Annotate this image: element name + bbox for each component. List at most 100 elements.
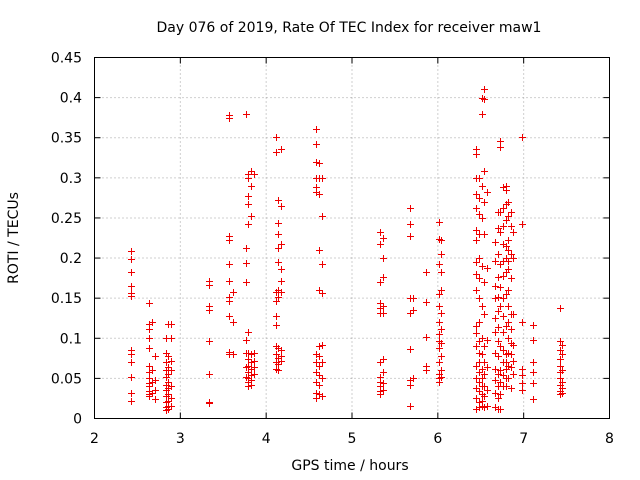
data-point	[557, 375, 564, 382]
data-point	[476, 379, 483, 386]
data-point	[492, 295, 499, 302]
data-point	[146, 345, 153, 352]
data-point	[508, 385, 515, 392]
data-point	[495, 353, 502, 360]
data-point	[316, 363, 323, 370]
data-point	[479, 366, 486, 373]
x-axis-label: GPS time / hours	[291, 458, 408, 474]
data-point	[530, 369, 537, 376]
data-point	[168, 403, 175, 410]
data-point	[251, 371, 258, 378]
data-point	[503, 217, 510, 224]
data-point	[380, 387, 387, 394]
data-point	[519, 319, 526, 326]
data-point	[508, 326, 515, 333]
data-point	[505, 350, 512, 357]
data-point	[438, 340, 445, 347]
x-tick-label: 5	[348, 431, 357, 447]
data-point	[479, 303, 486, 310]
data-point	[503, 187, 510, 194]
x-tick-label: 2	[90, 431, 99, 447]
data-point	[149, 319, 156, 326]
data-point	[473, 151, 480, 158]
data-point	[508, 251, 515, 258]
data-point	[481, 371, 488, 378]
data-point	[473, 191, 480, 198]
data-point	[423, 334, 430, 341]
data-point	[481, 86, 488, 93]
data-point	[500, 273, 507, 280]
data-point	[476, 255, 483, 262]
data-point	[557, 347, 564, 354]
data-point	[152, 377, 159, 384]
data-point	[206, 307, 213, 314]
data-point	[245, 369, 252, 376]
data-point	[495, 338, 502, 345]
data-point	[492, 239, 499, 246]
data-point	[473, 259, 480, 266]
data-point	[497, 303, 504, 310]
data-point	[503, 243, 510, 250]
data-point	[481, 343, 488, 350]
data-point	[503, 323, 510, 330]
data-point	[275, 197, 282, 204]
data-point	[243, 245, 250, 252]
data-point	[436, 319, 443, 326]
data-point	[380, 235, 387, 242]
data-point	[438, 237, 445, 244]
data-point	[497, 261, 504, 268]
data-point	[436, 331, 443, 338]
y-axis-label: ROTI / TECUs	[6, 192, 22, 284]
data-point	[251, 171, 258, 178]
data-point	[438, 367, 445, 374]
data-point	[436, 359, 443, 366]
data-point	[245, 356, 252, 363]
data-point	[226, 278, 233, 285]
x-tick-label: 6	[433, 431, 442, 447]
data-point	[275, 367, 282, 374]
data-point	[152, 396, 159, 403]
data-point	[479, 263, 486, 270]
data-point	[407, 310, 414, 317]
data-point	[407, 346, 414, 353]
data-point	[230, 351, 237, 358]
data-point	[206, 338, 213, 345]
data-point	[380, 255, 387, 262]
data-point	[438, 287, 445, 294]
data-point	[248, 213, 255, 220]
data-point	[436, 261, 443, 268]
data-point	[226, 237, 233, 244]
data-point	[557, 356, 564, 363]
data-point	[319, 342, 326, 349]
data-point	[473, 395, 480, 402]
data-point	[505, 287, 512, 294]
data-point	[479, 375, 486, 382]
data-point	[380, 380, 387, 387]
data-point	[484, 265, 491, 272]
data-point	[243, 279, 250, 286]
data-point	[508, 351, 515, 358]
data-point	[505, 237, 512, 244]
data-point	[481, 279, 488, 286]
data-point	[500, 372, 507, 379]
data-point	[508, 364, 515, 371]
data-point	[278, 358, 285, 365]
data-point	[436, 291, 443, 298]
data-point	[275, 259, 282, 266]
data-point	[519, 380, 526, 387]
data-point	[128, 269, 135, 276]
data-point	[377, 279, 384, 286]
data-point	[128, 398, 135, 405]
data-point	[481, 199, 488, 206]
data-point	[248, 359, 255, 366]
data-point	[559, 342, 566, 349]
data-point	[510, 342, 517, 349]
data-point	[319, 375, 326, 382]
data-point	[316, 247, 323, 254]
data-point	[226, 261, 233, 268]
data-point	[476, 338, 483, 345]
data-point	[273, 134, 280, 141]
x-tick-label: 3	[176, 431, 185, 447]
data-point	[503, 359, 510, 366]
data-point	[316, 372, 323, 379]
